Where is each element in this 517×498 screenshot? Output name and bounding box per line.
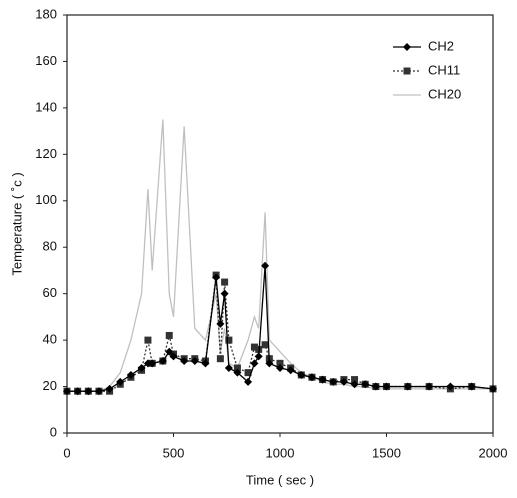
marker: [250, 359, 259, 368]
marker: [261, 341, 269, 349]
y-tick-label: 40: [43, 332, 57, 347]
marker: [265, 359, 274, 368]
marker: [339, 377, 348, 386]
y-tick-label: 120: [35, 146, 57, 161]
marker: [116, 377, 125, 386]
marker: [212, 273, 221, 282]
y-axis-title: Temperature ( ˚c ): [9, 172, 24, 275]
legend-marker: [403, 43, 411, 51]
marker: [244, 369, 252, 377]
marker: [286, 366, 295, 375]
marker: [233, 368, 242, 377]
marker: [105, 384, 114, 393]
marker: [361, 380, 370, 389]
marker: [190, 357, 199, 366]
marker: [84, 387, 93, 396]
marker: [297, 370, 306, 379]
marker: [224, 363, 233, 372]
marker: [158, 357, 167, 366]
x-axis-title: Time ( sec ): [246, 472, 314, 487]
y-tick-label: 140: [35, 99, 57, 114]
marker: [220, 289, 229, 298]
legend-marker: [403, 67, 411, 75]
marker: [63, 387, 71, 396]
legend-label: CH20: [428, 86, 461, 101]
x-tick-label: 0: [63, 445, 70, 460]
marker: [221, 278, 229, 286]
y-tick-label: 180: [35, 6, 57, 21]
x-tick-label: 1500: [372, 445, 401, 460]
y-tick-label: 80: [43, 239, 57, 254]
marker: [216, 355, 224, 363]
marker: [216, 319, 225, 328]
marker: [137, 363, 146, 372]
marker: [382, 382, 391, 391]
marker: [467, 382, 476, 391]
marker: [489, 384, 497, 393]
marker: [351, 376, 359, 384]
marker: [403, 382, 412, 391]
marker: [276, 359, 284, 367]
marker: [244, 377, 253, 386]
marker: [261, 261, 270, 270]
series-line: [67, 119, 493, 392]
marker: [371, 382, 380, 391]
marker: [165, 331, 173, 339]
marker: [350, 380, 359, 389]
marker: [250, 343, 258, 351]
marker: [233, 364, 241, 372]
marker: [329, 377, 338, 386]
marker: [143, 359, 152, 368]
marker: [254, 352, 263, 361]
marker: [169, 352, 178, 361]
marker: [144, 336, 152, 344]
marker: [126, 370, 135, 379]
y-tick-label: 0: [50, 424, 57, 439]
marker: [307, 373, 316, 382]
marker: [225, 336, 233, 344]
marker: [446, 382, 455, 391]
y-tick-label: 20: [43, 378, 57, 393]
marker: [318, 375, 327, 384]
marker: [425, 382, 434, 391]
marker: [201, 359, 210, 368]
y-tick-label: 100: [35, 192, 57, 207]
legend-label: CH11: [428, 62, 460, 77]
marker: [180, 357, 189, 366]
marker: [276, 363, 284, 372]
marker: [165, 347, 174, 356]
y-tick-label: 160: [35, 53, 57, 68]
marker: [148, 359, 157, 368]
x-tick-label: 500: [163, 445, 185, 460]
marker: [94, 387, 103, 396]
legend-label: CH2: [428, 38, 454, 53]
x-tick-label: 1000: [266, 445, 295, 460]
marker: [73, 387, 82, 396]
y-tick-label: 60: [43, 285, 57, 300]
x-tick-label: 2000: [479, 445, 508, 460]
